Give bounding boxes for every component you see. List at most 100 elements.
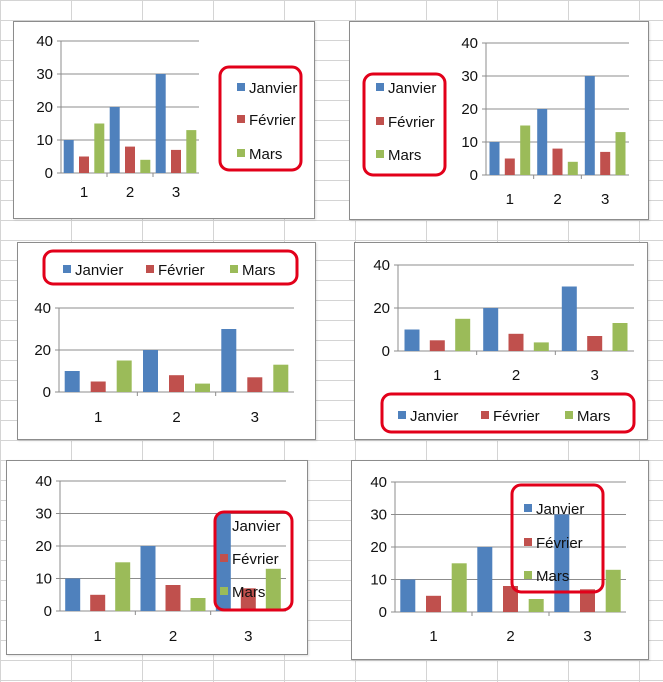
legend-label: Février (493, 408, 540, 425)
legend-label: Janvier (410, 408, 458, 425)
x-tick-label: 2 (126, 184, 134, 201)
bar-janvier-2 (109, 107, 120, 173)
chart-panel-legend-left[interactable]: 0 10 20 30 40 1 2 3 Janvier Février Mars (349, 21, 649, 220)
legend-swatch (376, 83, 384, 91)
legend-swatch (524, 571, 532, 579)
y-tick-label: 40 (36, 33, 53, 50)
bar-mars-2 (528, 599, 544, 612)
legend-label: Mars (249, 146, 282, 163)
legend-swatch (524, 538, 532, 546)
x-tick-label: 3 (172, 184, 180, 201)
x-tick-label: 1 (94, 409, 102, 426)
bar-fvrier-1 (79, 156, 89, 173)
bar-mars-1 (520, 125, 531, 175)
legend-label: Février (249, 112, 296, 129)
y-tick-label: 20 (34, 342, 51, 359)
y-tick-label: 40 (35, 473, 52, 490)
bar-mars-3 (605, 569, 621, 613)
bar-janvier-2 (483, 308, 499, 351)
bar-mars-2 (195, 383, 210, 392)
y-tick-label: 10 (36, 132, 53, 149)
x-tick-label: 3 (590, 367, 598, 384)
bar-janvier-1 (64, 371, 80, 392)
legend-label: Février (232, 551, 279, 568)
chart-panel-legend-overlay-top-right[interactable]: 0 10 20 30 40 1 2 3 Janvier Février Mars (351, 460, 649, 660)
y-tick-label: 40 (461, 35, 478, 52)
legend-swatch (524, 504, 532, 512)
legend-label: Mars (536, 568, 569, 585)
bar-fvrier-2 (508, 333, 524, 351)
y-tick-label: 30 (461, 68, 478, 85)
x-tick-label: 1 (80, 184, 88, 201)
bar-janvier-1 (63, 140, 74, 173)
bar-mars-1 (116, 360, 132, 392)
legend-label: Janvier (388, 80, 436, 97)
y-tick-label: 30 (370, 507, 387, 524)
legend-swatch (376, 150, 384, 158)
y-tick-label: 10 (35, 571, 52, 588)
x-tick-label: 2 (169, 628, 177, 645)
bar-fvrier-2 (165, 585, 181, 611)
bar-janvier-1 (489, 142, 500, 175)
bar-janvier-2 (140, 546, 156, 611)
bar-chart-legend-right: 0 10 20 30 40 1 2 3 Janvier Février Mars (36, 33, 303, 201)
y-tick-label: 0 (379, 604, 387, 621)
legend-swatch (237, 83, 245, 91)
legend-label: Janvier (75, 262, 123, 279)
legend-highlight (42, 249, 299, 286)
bar-mars-2 (567, 161, 578, 175)
bar-fvrier-1 (90, 594, 106, 612)
bar-mars-2 (533, 342, 549, 351)
x-tick-label: 3 (251, 409, 259, 426)
bar-janvier-2 (537, 109, 548, 175)
chart-panel-legend-overlay-right[interactable]: 0 10 20 30 40 1 2 3 Janvier Février Mars (6, 460, 308, 655)
legend-label: Janvier (232, 518, 280, 535)
bar-janvier-3 (554, 514, 570, 612)
chart-panel-legend-bottom[interactable]: 0 20 40 1 2 3 Janvier Février Mars (354, 242, 648, 440)
bar-fvrier-1 (429, 340, 445, 352)
bar-fvrier-3 (600, 151, 611, 175)
y-tick-label: 0 (44, 603, 52, 620)
legend-highlight (510, 483, 605, 594)
legend-swatch (220, 587, 228, 595)
bar-fvrier-3 (171, 149, 181, 173)
legend-label: Février (536, 535, 583, 552)
legend-label: Mars (242, 262, 275, 279)
bar-janvier-1 (400, 579, 416, 612)
y-tick-label: 30 (35, 506, 52, 523)
legend-swatch (220, 521, 228, 529)
bar-mars-2 (140, 159, 151, 173)
legend-swatch (565, 411, 573, 419)
x-tick-label: 1 (506, 191, 514, 208)
legend-swatch (237, 149, 245, 157)
bar-mars-2 (190, 598, 206, 611)
bar-fvrier-2 (169, 375, 184, 392)
bar-mars-3 (273, 364, 289, 392)
y-tick-label: 40 (370, 474, 387, 491)
bar-janvier-1 (65, 578, 81, 611)
y-tick-label: 0 (45, 165, 53, 182)
bar-mars-1 (94, 123, 105, 173)
bar-janvier-1 (404, 329, 420, 351)
bar-chart-legend-overlay-right: 0 10 20 30 40 1 2 3 Janvier Février Mars (35, 473, 294, 645)
y-tick-label: 10 (461, 134, 478, 151)
chart-panel-legend-top[interactable]: 0 20 40 1 2 3 Janvier Février Mars (17, 242, 316, 440)
legend-label: Janvier (249, 80, 297, 97)
y-tick-label: 40 (34, 300, 51, 317)
bar-mars-3 (612, 323, 628, 351)
bar-fvrier-2 (125, 146, 135, 173)
bar-mars-3 (265, 568, 281, 612)
x-tick-label: 1 (429, 628, 437, 645)
legend-swatch (481, 411, 489, 419)
legend-swatch (237, 115, 245, 123)
bar-fvrier-1 (90, 381, 106, 392)
bar-fvrier-2 (503, 586, 518, 612)
y-tick-label: 10 (370, 572, 387, 589)
y-tick-label: 0 (470, 167, 478, 184)
bar-janvier-3 (561, 286, 577, 351)
bar-janvier-2 (143, 350, 158, 392)
bar-chart-legend-top: 0 20 40 1 2 3 Janvier Février Mars (34, 249, 299, 426)
chart-panel-legend-right[interactable]: 0 10 20 30 40 1 2 3 Janvier Février Mars (13, 21, 315, 219)
legend-highlight (380, 392, 636, 434)
bar-fvrier-3 (240, 588, 256, 612)
